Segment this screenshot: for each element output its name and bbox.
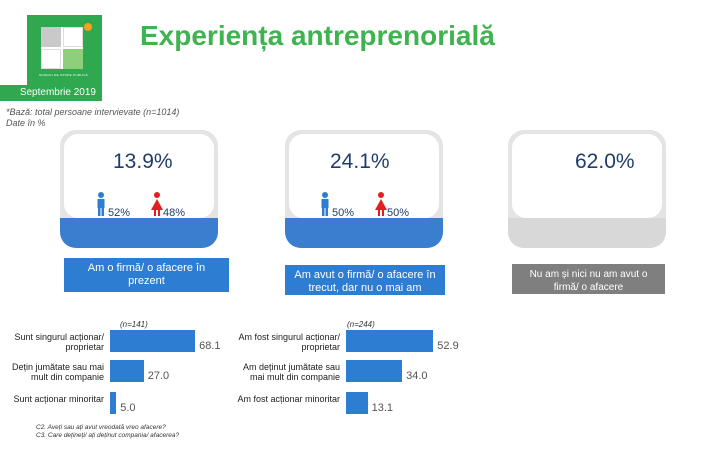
bar — [110, 360, 144, 382]
bar — [346, 330, 434, 352]
card-never-pct: 62.0% — [575, 150, 635, 173]
logo: SONDAJ DE OPINIE PUBLICĂ — [27, 15, 102, 90]
male-icon — [97, 192, 105, 216]
card-current-male-pct: 52% — [108, 207, 131, 219]
bar — [346, 360, 403, 382]
card-never-business — [508, 130, 666, 248]
bar — [346, 392, 368, 414]
logo-dot — [84, 23, 92, 31]
card-current-label: Am o firmă/ o afacere în prezent — [64, 258, 229, 292]
bar-category-label: Sunt singurul acționar/ proprietar — [14, 332, 104, 352]
card-past-male-pct: 50% — [332, 207, 355, 219]
bar-category-label: Am fost acționar minoritar — [237, 394, 340, 404]
card-past-pct: 24.1% — [330, 150, 390, 173]
chart-past-ownership: Am fost singurul acționar/ proprietar 52.… — [226, 326, 459, 416]
chart-current-ownership: Sunt singurul acționar/ proprietar 68.1 De… — [0, 326, 240, 416]
base-note: *Bază: total persoane intervievate (n=10… — [6, 107, 180, 128]
bar-value-label: 13.1 — [371, 402, 394, 414]
male-icon — [321, 192, 329, 216]
logo-mark — [41, 27, 83, 69]
bar-value-label: 34.0 — [406, 370, 428, 382]
bar-value-label: 52.9 — [437, 340, 459, 352]
bar-category-label: Sunt acționar minoritar — [13, 394, 104, 404]
card-past-business — [285, 130, 443, 248]
bar-value-label: 5.0 — [120, 402, 136, 414]
logo-text: SONDAJ DE OPINIE PUBLICĂ — [39, 73, 89, 77]
card-current-business — [60, 130, 218, 248]
bar — [110, 392, 117, 414]
card-current-pct: 13.9% — [113, 150, 173, 173]
footnote: C2. Aveți sau ați avut vreodată vreo afa… — [36, 424, 180, 439]
bar-category-label: Am deținut jumătate sau mai mult din com… — [242, 362, 340, 382]
page-title: Experiența antreprenorială — [140, 20, 495, 51]
female-icon — [375, 192, 387, 216]
female-icon — [151, 192, 163, 216]
chart1-n-note: (n=141) — [120, 320, 148, 329]
card-past-female-pct: 50% — [387, 207, 410, 219]
bar-value-label: 68.1 — [199, 340, 221, 352]
card-past-label: Am avut o firmă/ o afacere în trecut, da… — [285, 265, 445, 295]
bar-category-label: Am fost singurul acționar/ proprietar — [238, 332, 340, 352]
chart2-n-note: (n=244) — [347, 320, 375, 329]
bar-value-label: 27.0 — [147, 370, 170, 382]
date-label: Septembrie 2019 — [0, 85, 102, 101]
card-never-label: Nu am și nici nu am avut o firmă/ o afac… — [512, 264, 665, 294]
card-current-female-pct: 48% — [163, 207, 186, 219]
bar-category-label: Dețin jumătate sau mai mult din companie — [11, 362, 104, 382]
bar — [110, 330, 196, 352]
